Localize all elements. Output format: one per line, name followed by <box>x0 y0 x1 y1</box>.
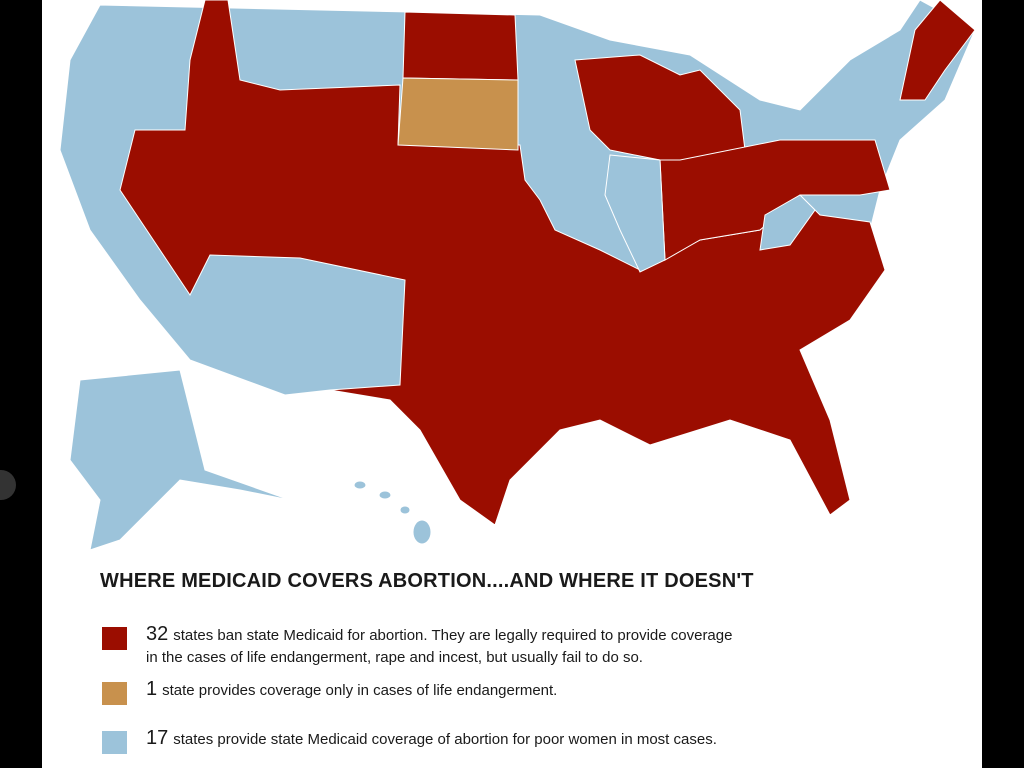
legend-title: WHERE MEDICAID COVERS ABORTION....AND WH… <box>100 570 754 592</box>
count: 17 <box>146 727 169 749</box>
alaska <box>69 369 291 551</box>
count: 1 <box>146 678 158 700</box>
new-hampshire-maine <box>899 0 976 101</box>
legend-text: 17 states provide state Medicaid coverage… <box>146 727 717 751</box>
desc: states provide state Medicaid coverage o… <box>173 731 717 748</box>
legend-text: 1 state provides coverage only in cases o… <box>146 678 557 702</box>
north-dakota <box>402 11 519 81</box>
south-dakota <box>397 77 519 151</box>
red-states-west-south <box>119 0 886 526</box>
hawaii <box>353 480 367 490</box>
hawaii <box>412 519 432 545</box>
legend-swatch <box>102 627 127 650</box>
states <box>59 0 976 551</box>
legend-swatch <box>102 682 127 705</box>
desc: in the cases of life endangerment, rape … <box>146 649 643 666</box>
desc: state provides coverage only in cases of… <box>162 682 558 699</box>
illinois <box>604 154 666 273</box>
count: 32 <box>146 623 169 645</box>
legend-swatch <box>102 731 127 754</box>
legend-text: 32 states ban state Medicaid for abortion… <box>146 623 732 669</box>
hawaii <box>378 490 392 500</box>
west-virginia <box>759 194 816 251</box>
us-map <box>59 0 976 551</box>
page: WHERE MEDICAID COVERS ABORTION....AND WH… <box>42 0 982 768</box>
side-button <box>0 470 16 500</box>
desc: states ban state Medicaid for abortion. … <box>173 627 733 644</box>
hawaii <box>399 505 411 515</box>
